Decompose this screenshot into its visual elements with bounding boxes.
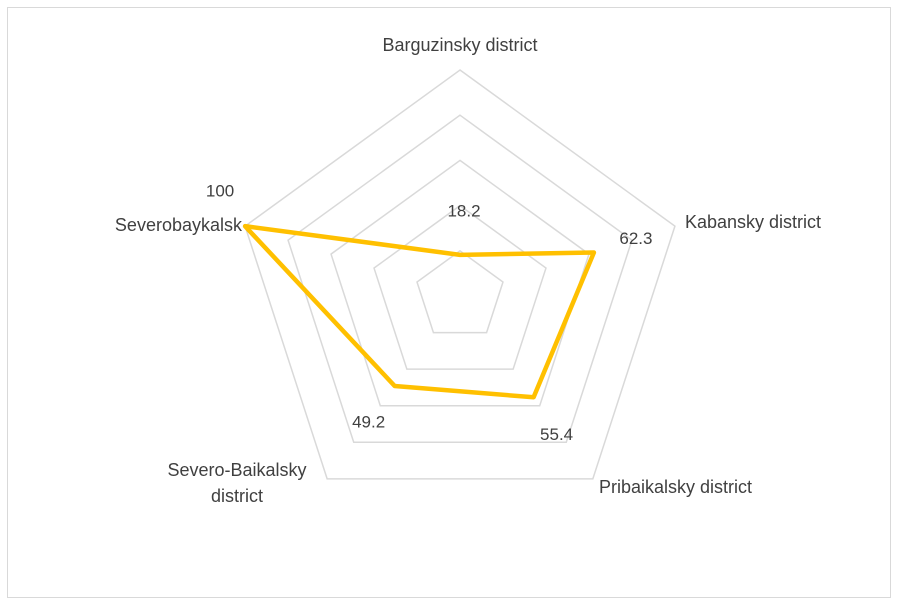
chart-frame: [7, 7, 891, 598]
data-line: [242, 223, 597, 400]
grid-ring: [416, 249, 504, 334]
data-label: 100: [206, 182, 234, 201]
category-label: Kabansky district: [685, 212, 822, 232]
category-label: Severobaykalsk: [114, 215, 242, 235]
grid-ring: [373, 204, 547, 370]
grid-ring: [244, 69, 676, 480]
data-label: 55.4: [540, 425, 573, 444]
category-label: Severo-Baikalsky district: [167, 460, 307, 506]
data-label: 49.2: [352, 412, 385, 431]
data-label: 62.3: [619, 229, 652, 248]
grid-ring: [287, 114, 633, 444]
category-label: Barguzinsky district: [382, 35, 538, 55]
category-label: Pribaikalsky district: [599, 477, 753, 497]
data-label: 18.2: [447, 201, 480, 220]
